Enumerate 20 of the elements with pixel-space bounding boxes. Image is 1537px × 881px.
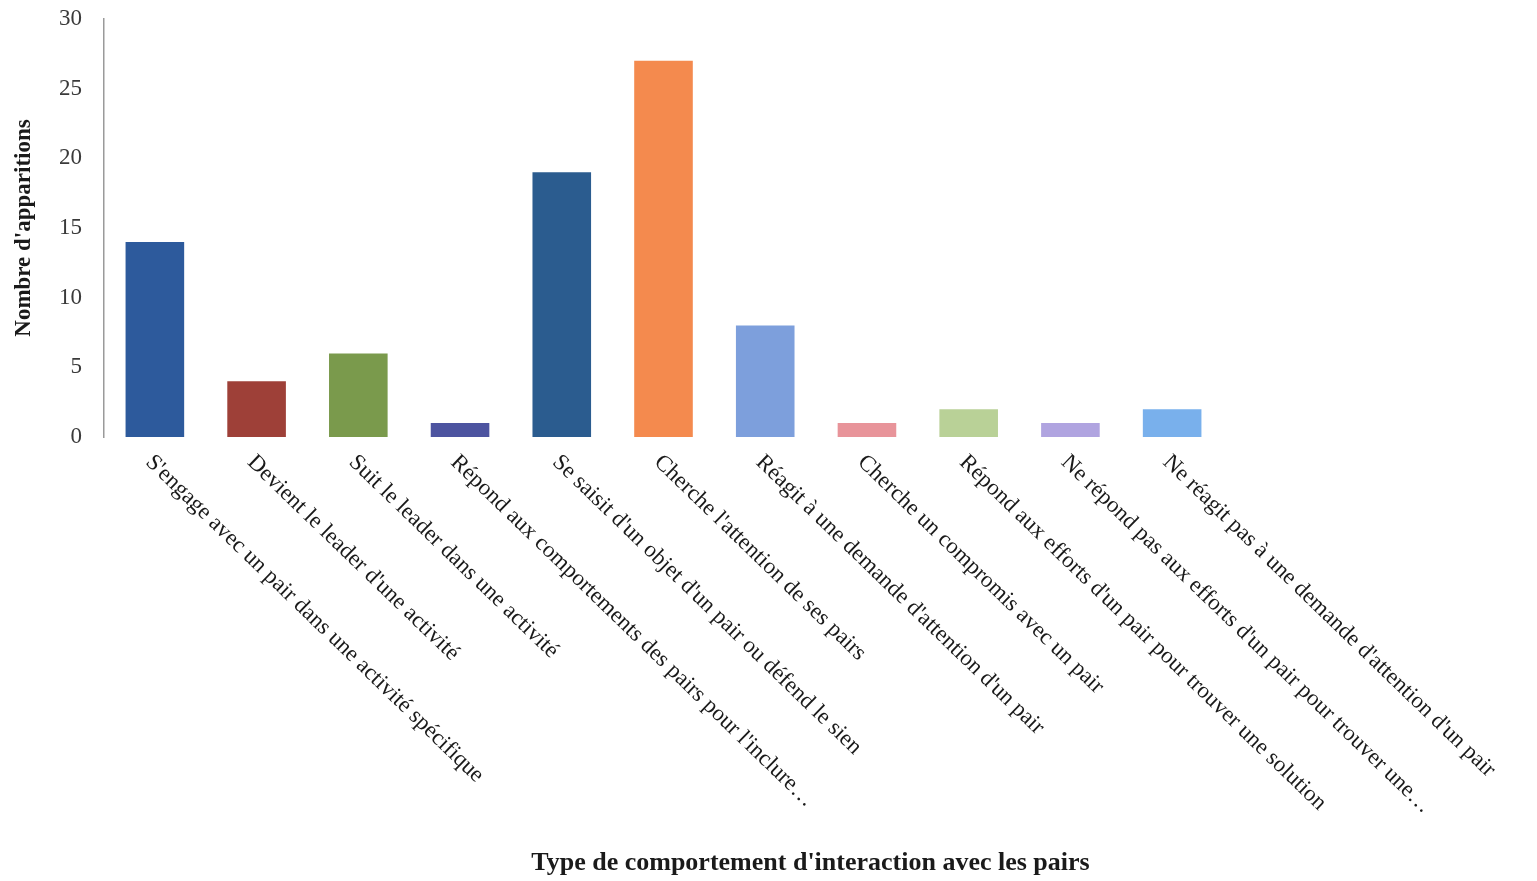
bar	[430, 423, 490, 437]
y-tick-label: 5	[70, 353, 82, 379]
x-axis-title: Type de comportement d'interaction avec les pairs	[531, 846, 1090, 876]
bar	[735, 325, 795, 437]
y-tick-label: 30	[59, 5, 82, 31]
y-tick-label: 20	[59, 144, 82, 170]
bar	[1142, 409, 1202, 437]
y-axis-title: Nombre d'apparitions	[9, 119, 35, 337]
bar	[532, 172, 592, 437]
y-tick-label: 15	[59, 214, 82, 240]
bar	[634, 60, 693, 437]
bar	[329, 353, 388, 437]
bar	[125, 241, 185, 437]
bar	[1041, 423, 1100, 437]
bar	[837, 423, 897, 437]
bar	[939, 409, 998, 437]
y-tick-label: 0	[70, 423, 82, 449]
y-tick-label: 25	[59, 74, 82, 100]
y-tick-label: 10	[59, 283, 82, 309]
bar	[227, 381, 286, 437]
